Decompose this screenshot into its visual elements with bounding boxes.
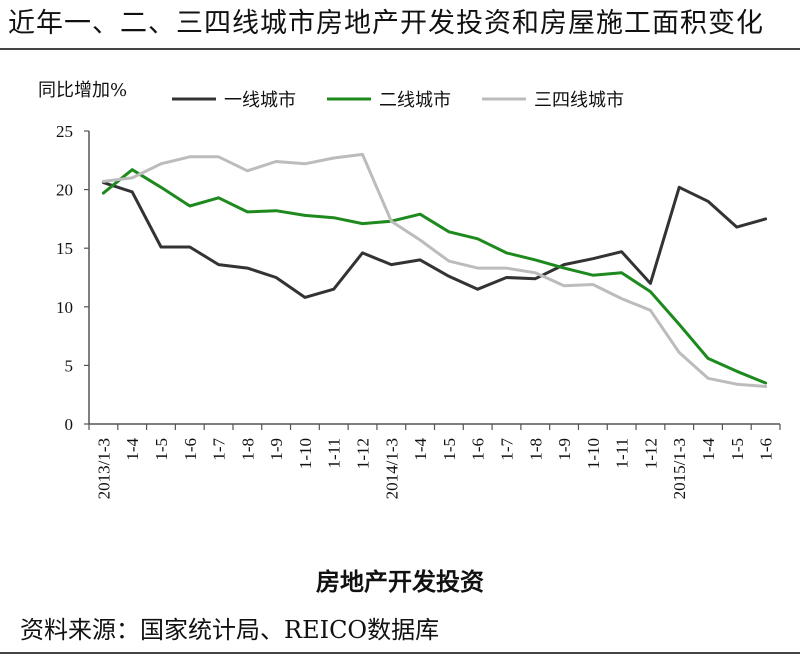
source-note: 资料来源：国家统计局、REICO数据库 bbox=[20, 616, 440, 644]
x-tick-label: 1-8 bbox=[238, 438, 257, 461]
y-tick-label: 25 bbox=[56, 122, 73, 141]
x-tick-label: 1-4 bbox=[123, 438, 142, 461]
y-tick-label: 5 bbox=[65, 356, 74, 375]
x-tick-label: 1-10 bbox=[296, 438, 315, 469]
x-tick-label: 1-11 bbox=[325, 438, 344, 469]
x-tick-label: 1-5 bbox=[440, 438, 459, 461]
chart-legend: 一线城市 二线城市 三四线城市 bbox=[172, 90, 624, 111]
x-tick-label: 1-11 bbox=[613, 438, 632, 469]
chart-lines bbox=[101, 152, 768, 388]
x-tick-label: 1-12 bbox=[641, 438, 660, 469]
y-tick-label: 20 bbox=[56, 181, 73, 200]
x-tick-label: 1-5 bbox=[728, 438, 747, 461]
legend-label-1: 一线城市 bbox=[224, 90, 296, 111]
y-tick-label: 0 bbox=[65, 415, 74, 434]
series-line-3 bbox=[101, 152, 768, 388]
series-line-1 bbox=[101, 181, 768, 299]
legend-label-2: 二线城市 bbox=[379, 90, 451, 111]
x-tick-label: 1-9 bbox=[555, 438, 574, 461]
y-tick-label: 10 bbox=[56, 298, 73, 317]
y-tick-label: 15 bbox=[56, 239, 73, 258]
x-tick-label: 2013/1-3 bbox=[94, 438, 113, 499]
x-tick-label: 1-10 bbox=[584, 438, 603, 469]
x-tick-label: 1-6 bbox=[469, 438, 488, 461]
x-tick-label: 1-9 bbox=[267, 438, 286, 461]
chart-axes: 0 5 10 15 20 25 2013/1-3 1-4 1-5 1-6 1-7 1-8 1-9 1-10… bbox=[56, 122, 781, 499]
x-tick-label: 1-12 bbox=[354, 438, 373, 469]
y-axis-label: 同比增加% bbox=[38, 80, 127, 101]
x-tick-label: 1-7 bbox=[497, 438, 516, 461]
chart-caption: 房地产开发投资 bbox=[316, 567, 484, 596]
x-tick-label: 2015/1-3 bbox=[670, 438, 689, 499]
x-tick-label: 1-4 bbox=[699, 438, 718, 461]
line-chart: 0 5 10 15 20 25 2013/1-3 1-4 1-5 1-6 1-7 1-8 1-9 1-10… bbox=[38, 80, 781, 499]
legend-label-3: 三四线城市 bbox=[534, 90, 624, 111]
top-divider bbox=[0, 48, 800, 50]
x-tick-label: 1-4 bbox=[411, 438, 430, 461]
page-title: 近年一、二、三四线城市房地产开发投资和房屋施工面积变化 bbox=[8, 8, 764, 39]
series-line-2 bbox=[101, 168, 768, 385]
x-tick-label: 1-5 bbox=[152, 438, 171, 461]
x-tick-label: 1-7 bbox=[210, 438, 229, 461]
x-tick-label: 2014/1-3 bbox=[382, 438, 401, 499]
x-tick-label: 1-6 bbox=[181, 438, 200, 461]
x-tick-label: 1-6 bbox=[757, 438, 776, 461]
bottom-divider bbox=[0, 652, 800, 654]
x-tick-label: 1-8 bbox=[526, 438, 545, 461]
